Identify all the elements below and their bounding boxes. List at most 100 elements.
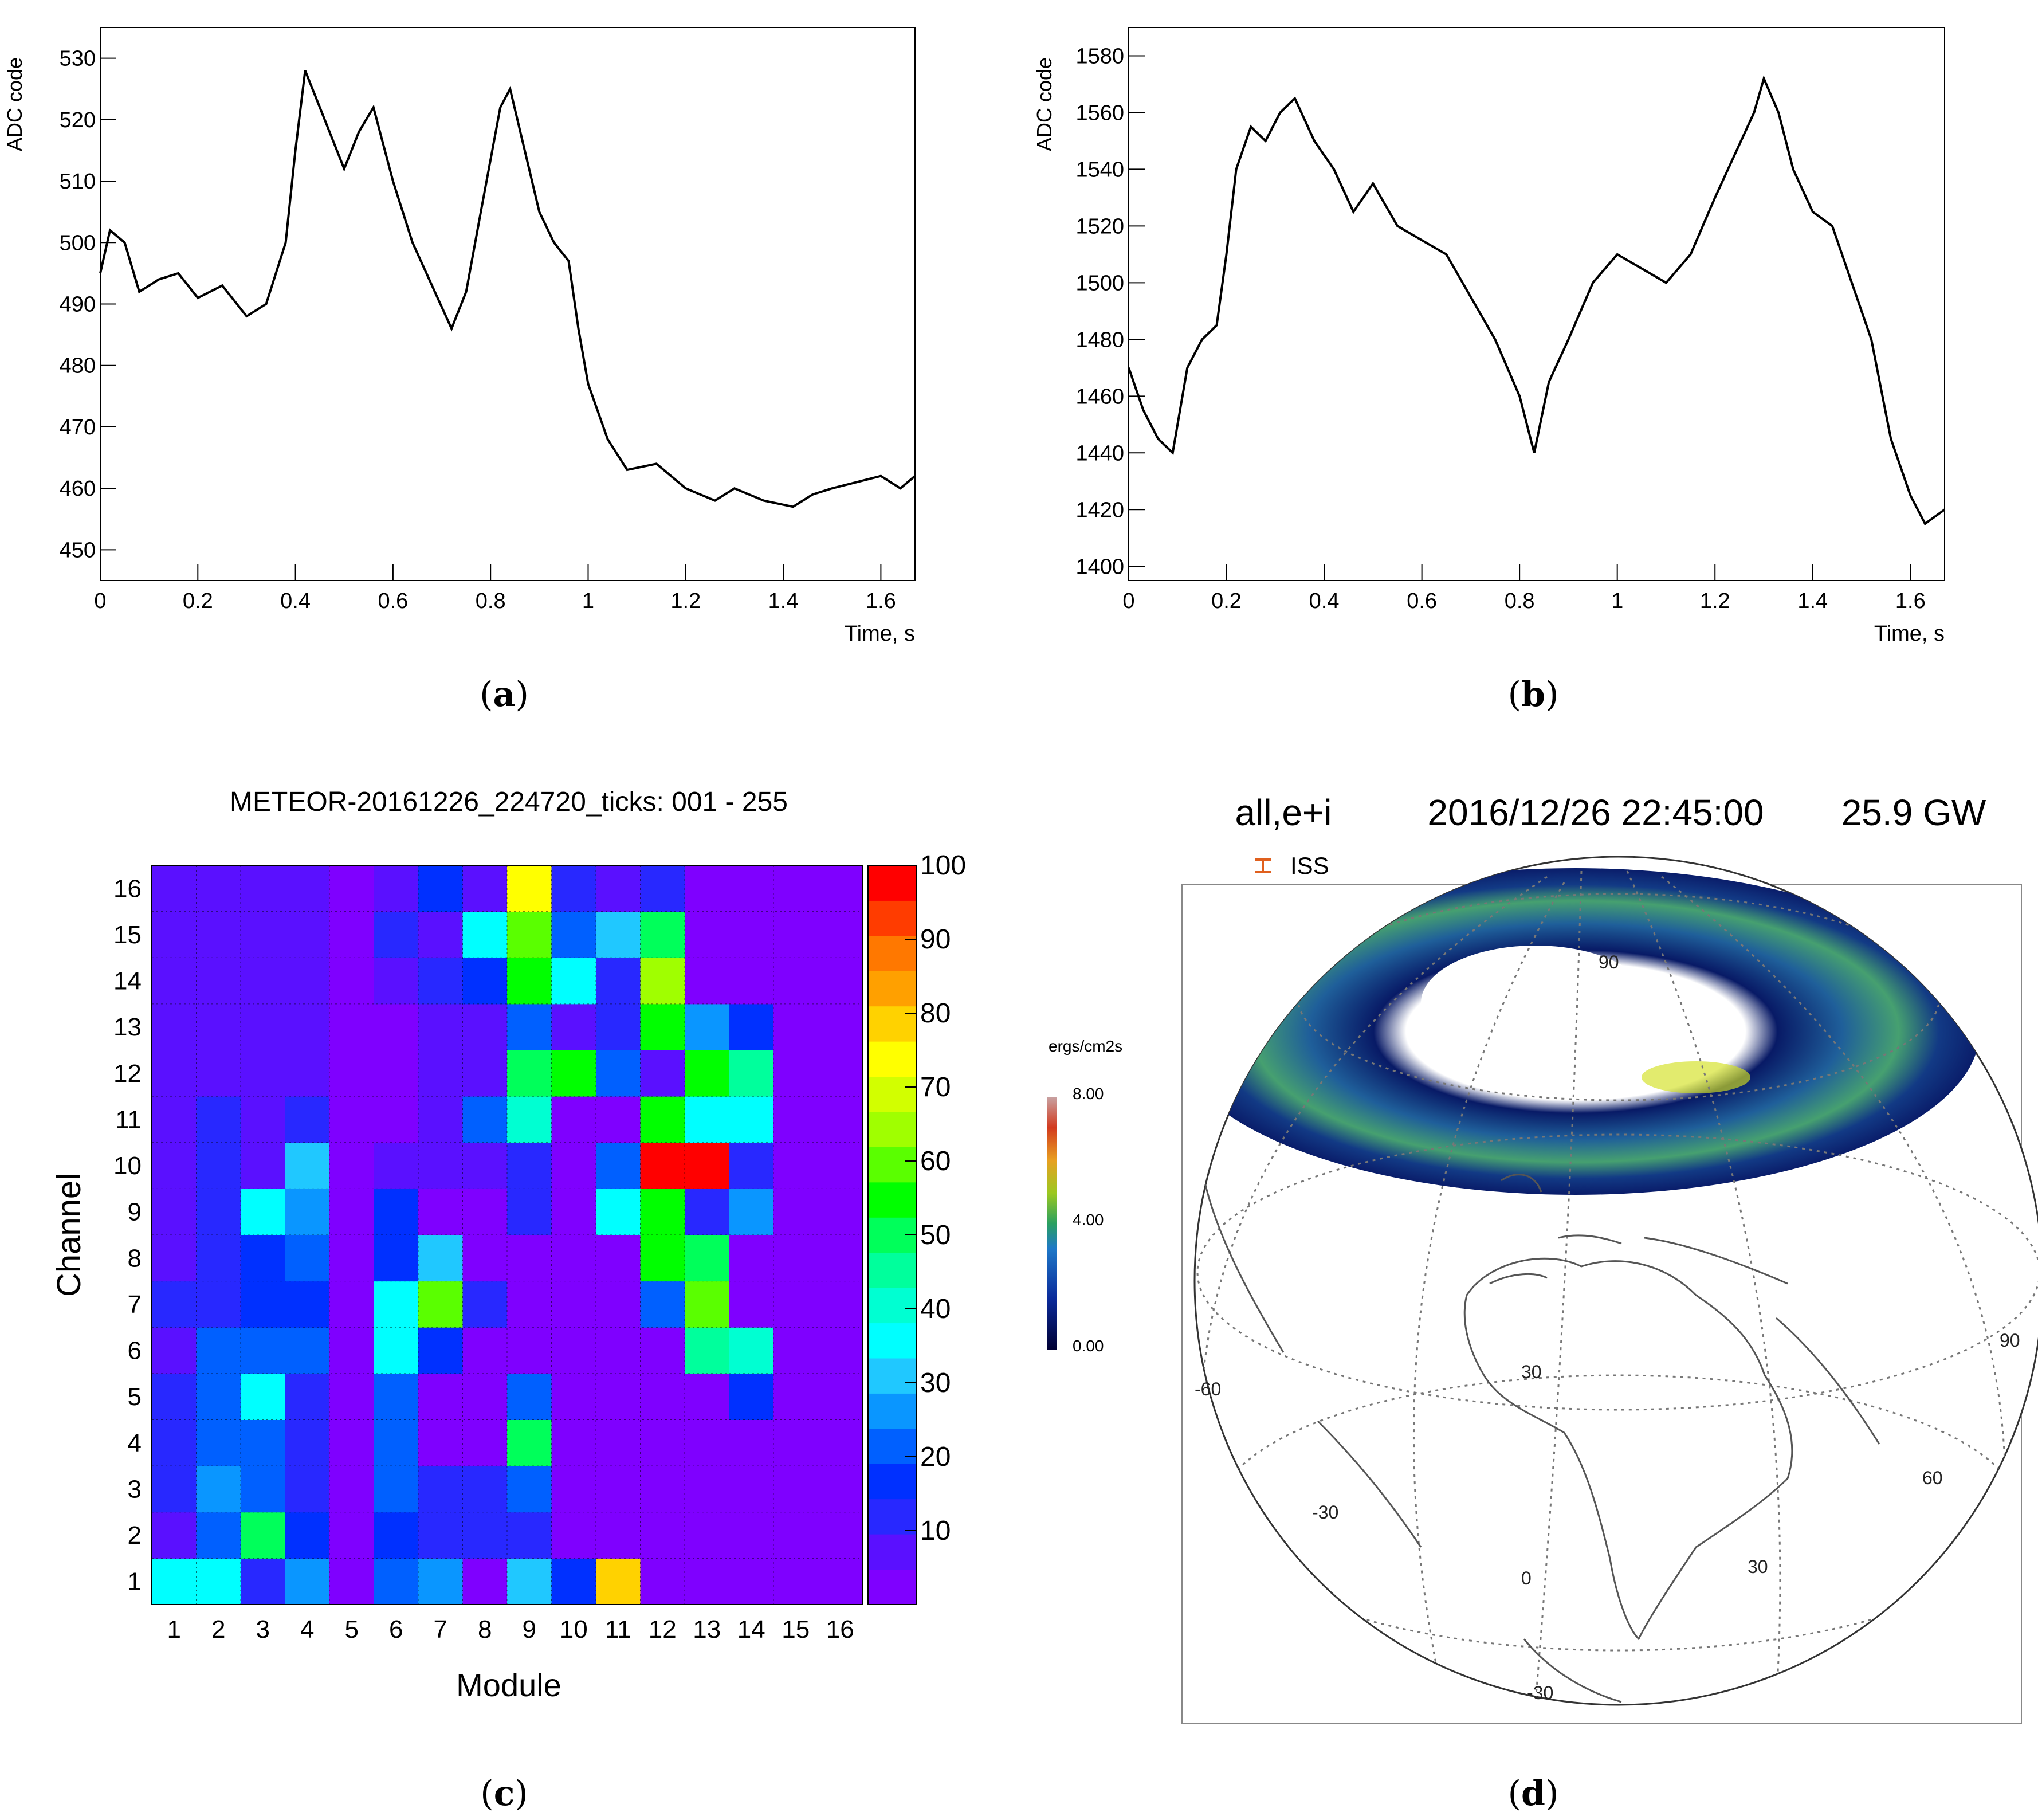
panel-c-heatmap-cells [152,865,863,1605]
heatmap-cell [196,1466,241,1513]
panel-d-colorbar-mid: 4.00 [1073,1211,1104,1229]
heatmap-cell [507,1327,552,1374]
heatmap-cell [773,1189,818,1235]
panel-b-x-ticks: 0 0.2 0.4 0.6 0.8 1 1.2 1.4 1.6 [1122,564,1926,613]
colorbar-segment [868,1076,917,1112]
heatmap-cell [374,958,419,1005]
heatmap-cell [773,958,818,1005]
heatmap-cell [507,865,552,912]
heatmap-cell [685,1096,729,1143]
x-tick-label: 2 [211,1615,225,1644]
x-tick-label: 0 [1122,589,1134,613]
heatmap-cell [685,1189,729,1235]
panel-d-colorbar-title: ergs/cm2s [1049,1037,1122,1055]
heatmap-cell [462,1142,508,1189]
heatmap-cell [329,1050,374,1097]
heatmap-cell [685,1281,729,1328]
y-tick-label: 13 [113,1013,142,1041]
panel-b-series-line [1128,75,1946,525]
heatmap-cell [507,1466,552,1513]
heatmap-cell [596,1558,641,1605]
heatmap-cell [196,1373,241,1420]
colorbar-tick-label: 100 [920,850,966,881]
heatmap-cell [729,1466,774,1513]
heatmap-cell [152,1327,197,1374]
y-tick-label: 1540 [1075,158,1124,182]
heatmap-cell [418,1512,463,1559]
heatmap-cell [152,1050,197,1097]
y-tick-label: 5 [128,1383,142,1411]
y-tick-label: 7 [128,1291,142,1319]
heatmap-cell [685,1003,729,1050]
heatmap-cell [462,1373,508,1420]
x-tick-label: 1.6 [866,589,896,613]
heatmap-cell [196,1558,241,1605]
heatmap-cell [418,1327,463,1374]
heatmap-cell [685,1050,729,1097]
heatmap-cell [196,1189,241,1235]
x-tick-label: 14 [737,1615,765,1644]
heatmap-cell [685,1419,729,1466]
heatmap-cell [729,1189,774,1235]
heatmap-cell [196,911,241,958]
heatmap-cell [507,1003,552,1050]
heatmap-cell [818,1512,863,1559]
grid-label-90-right: 90 [2000,1330,2020,1351]
heatmap-cell [196,1512,241,1559]
heatmap-cell [418,1003,463,1050]
y-tick-label: 1560 [1075,101,1124,125]
panel-b-y-axis-label: ADC code [1032,57,1056,151]
heatmap-cell [374,1512,419,1559]
panel-d-colorbar-min: 0.00 [1073,1337,1104,1355]
y-tick-label: 1520 [1075,214,1124,238]
heatmap-cell [596,1189,641,1235]
y-tick-label: 1400 [1075,555,1124,579]
panel-d-title-right: 25.9 GW [1841,792,1986,833]
x-tick-label: 0.2 [1211,589,1242,613]
heatmap-cell [241,1003,285,1050]
heatmap-cell [462,1281,508,1328]
x-tick-label: 11 [605,1615,631,1644]
heatmap-cell [418,1419,463,1466]
heatmap-cell [596,1419,641,1466]
y-tick-label: 1480 [1075,328,1124,352]
heatmap-cell [640,1419,685,1466]
heatmap-cell [329,1003,374,1050]
heatmap-cell [462,865,508,912]
x-tick-label: 12 [649,1615,677,1644]
heatmap-cell [596,1466,641,1513]
heatmap-cell [152,958,197,1005]
heatmap-cell [285,1142,330,1189]
heatmap-cell [773,1512,818,1559]
heatmap-cell [507,911,552,958]
panel-d-caption-letter: d [1521,1774,1545,1814]
x-tick-label: 1 [1611,589,1623,613]
panel-a-plot-frame [100,27,916,581]
y-tick-label: 1460 [1075,385,1124,409]
heatmap-cell [462,1466,508,1513]
heatmap-cell [685,1512,729,1559]
heatmap-cell [685,911,729,958]
heatmap-cell [462,1096,508,1143]
heatmap-cell [551,911,596,958]
panel-d-globe-map: all,e+i 2016/12/26 22:45:00 25.9 GW ISS [1047,792,2038,1814]
heatmap-cell [374,1142,419,1189]
heatmap-cell [551,1096,596,1143]
y-tick-label: 480 [60,354,96,378]
x-tick-label: 0.4 [1309,589,1340,613]
panel-b-plot-frame [1128,27,1945,581]
heatmap-cell [329,911,374,958]
heatmap-cell [507,1281,552,1328]
y-tick-label: 4 [128,1429,142,1457]
x-tick-label: 1.4 [1797,589,1828,613]
grid-label-minus60: -60 [1195,1379,1221,1399]
x-tick-label: 0.8 [1505,589,1535,613]
panel-c-colorbar: 10 20 30 40 50 60 70 80 90 100 [867,850,966,1605]
heatmap-cell [196,1419,241,1466]
heatmap-cell [640,1373,685,1420]
heatmap-cell [241,1235,285,1282]
heatmap-cell [773,1142,818,1189]
heatmap-cell [241,1327,285,1374]
x-tick-label: 7 [434,1615,447,1644]
heatmap-cell [551,1466,596,1513]
